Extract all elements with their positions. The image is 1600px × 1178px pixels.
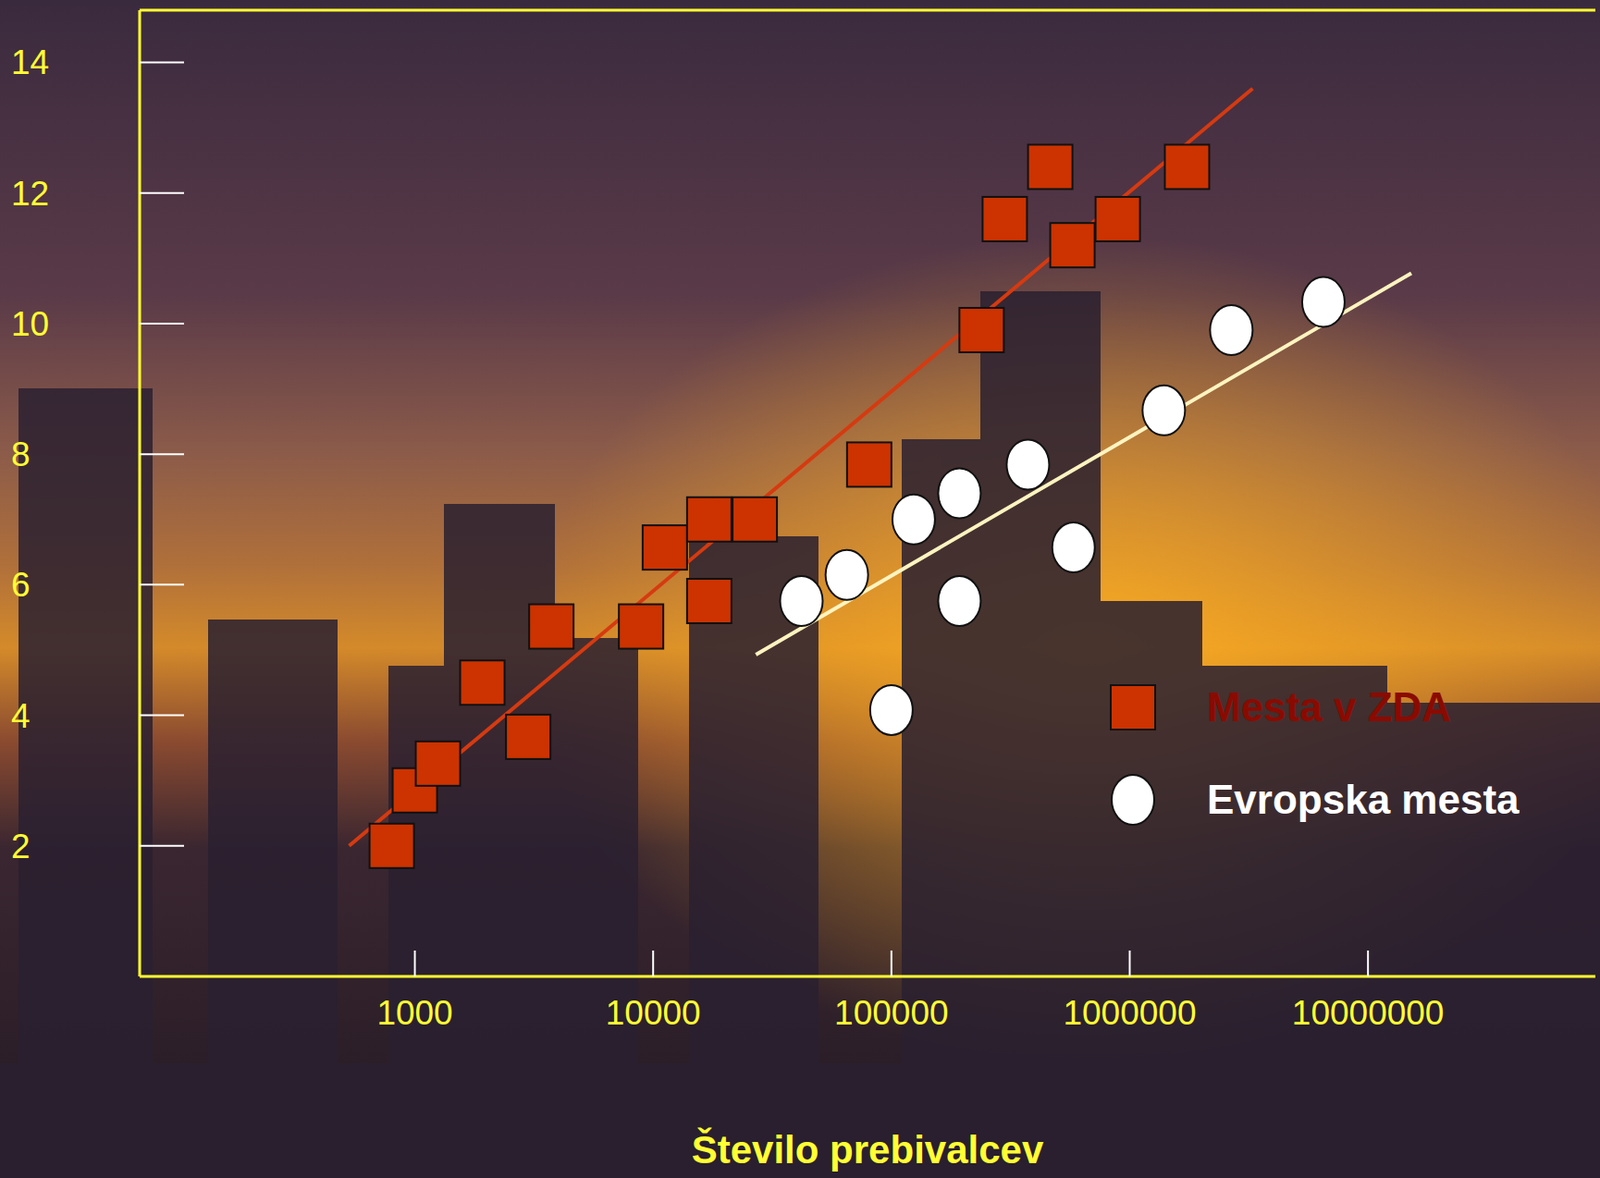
point bbox=[529, 604, 574, 650]
point bbox=[1302, 277, 1345, 328]
point bbox=[780, 576, 824, 627]
chart: 2 4 6 8 10 12 14 1000 10000 100000 1000000 10000000… bbox=[0, 0, 1600, 1178]
y-tick-label: 2 bbox=[11, 827, 31, 866]
point bbox=[1028, 144, 1073, 189]
y-tick-label: 8 bbox=[11, 435, 31, 474]
frame-top bbox=[139, 9, 1596, 13]
point bbox=[1209, 305, 1253, 356]
y-tick bbox=[139, 845, 185, 848]
legend-marker bbox=[1111, 775, 1155, 825]
point bbox=[732, 497, 777, 542]
y-tick bbox=[139, 61, 185, 63]
x-tick-label: 100000 bbox=[834, 994, 948, 1033]
legend-label: Evropska mesta bbox=[1206, 776, 1520, 823]
point bbox=[687, 497, 732, 542]
point bbox=[847, 442, 892, 487]
point bbox=[505, 714, 551, 760]
point bbox=[1142, 385, 1185, 436]
point bbox=[870, 685, 913, 736]
x-tick bbox=[414, 950, 417, 977]
legend-marker bbox=[1110, 685, 1156, 730]
point bbox=[937, 468, 981, 519]
point bbox=[892, 494, 936, 545]
point bbox=[982, 196, 1027, 242]
point bbox=[937, 576, 981, 627]
point bbox=[1050, 222, 1096, 268]
building bbox=[18, 388, 153, 1178]
x-tick bbox=[652, 950, 654, 977]
x-tick-label: 1000 bbox=[376, 994, 453, 1033]
legend-label: Mesta v ZDA bbox=[1206, 684, 1452, 730]
point bbox=[1095, 196, 1141, 242]
point bbox=[369, 824, 415, 869]
x-tick bbox=[890, 950, 893, 977]
trend-line bbox=[755, 273, 1412, 655]
x-tick bbox=[1366, 950, 1369, 977]
point bbox=[618, 604, 664, 650]
y-axis bbox=[138, 10, 142, 977]
plot-area bbox=[349, 88, 1412, 869]
y-tick-label: 14 bbox=[11, 43, 50, 82]
x-axis bbox=[139, 975, 1596, 979]
x-tick-label: 1000000 bbox=[1062, 994, 1196, 1033]
y-tick-label: 10 bbox=[11, 305, 50, 344]
x-tick bbox=[1128, 950, 1131, 977]
y-tick bbox=[139, 583, 185, 586]
point bbox=[460, 660, 505, 705]
point bbox=[642, 525, 688, 570]
legend: Mesta v ZDA Evropska mesta bbox=[1110, 684, 1520, 825]
x-axis-title: Število prebivalcev bbox=[691, 1127, 1045, 1172]
x-tick-label: 10000000 bbox=[1292, 994, 1445, 1033]
point bbox=[959, 307, 1004, 353]
skyline bbox=[0, 291, 1600, 1178]
y-tick bbox=[139, 192, 185, 195]
building bbox=[0, 1063, 1600, 1178]
point bbox=[1052, 522, 1096, 573]
point bbox=[825, 550, 869, 601]
y-tick bbox=[139, 453, 185, 456]
point bbox=[687, 578, 732, 624]
point bbox=[1164, 144, 1209, 189]
y-tick bbox=[139, 322, 185, 325]
y-tick-label: 12 bbox=[11, 174, 50, 213]
y-tick bbox=[139, 714, 185, 717]
x-tick-label: 10000 bbox=[605, 994, 702, 1033]
building bbox=[980, 291, 1101, 1178]
point bbox=[416, 741, 461, 787]
y-tick-label: 6 bbox=[11, 566, 31, 604]
point bbox=[1006, 439, 1049, 490]
trend-line bbox=[349, 88, 1254, 847]
y-tick-label: 4 bbox=[11, 697, 31, 736]
